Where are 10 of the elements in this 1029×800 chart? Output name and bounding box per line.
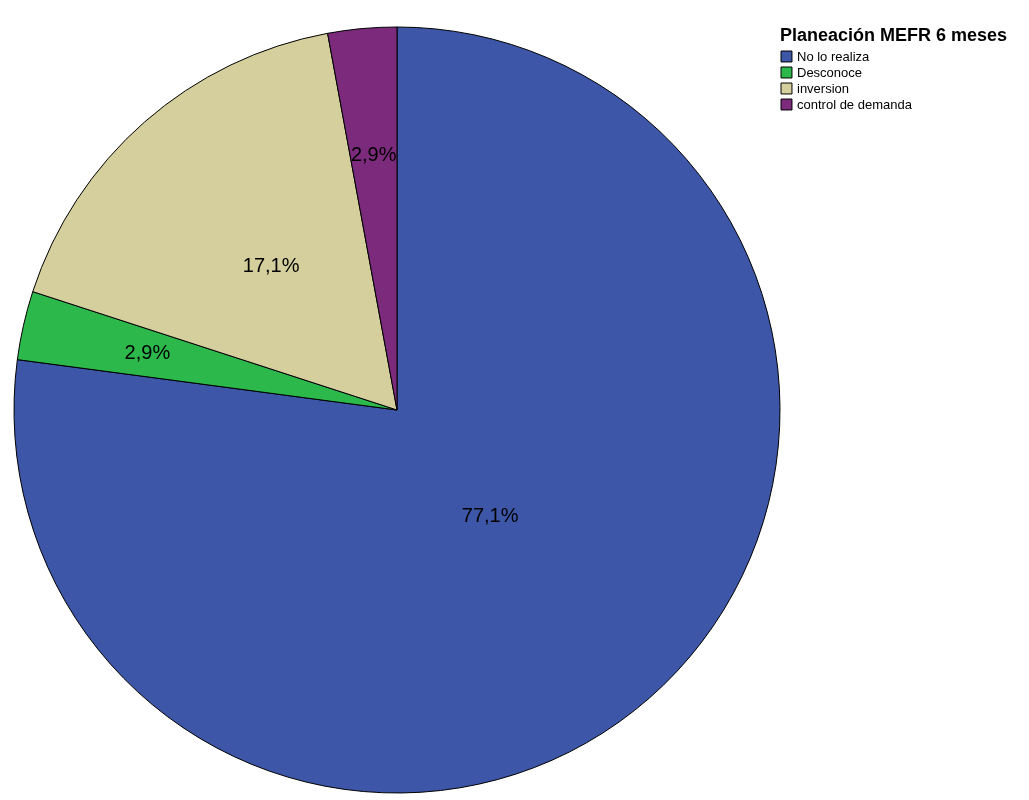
data-label: 2,9%: [350, 143, 397, 166]
legend-label: No lo realiza: [797, 48, 871, 64]
pie-slice: [13, 26, 781, 794]
data-label: 2,9%: [124, 341, 171, 364]
data-label: 77,1%: [461, 504, 519, 527]
data-label: 17,1%: [242, 254, 300, 277]
legend-label: control de demanda: [797, 96, 913, 112]
legend-title: Planeación MEFR 6 meses: [780, 25, 1008, 45]
legend-label: Desconoce: [797, 64, 863, 80]
legend-label: inversion: [797, 80, 850, 96]
